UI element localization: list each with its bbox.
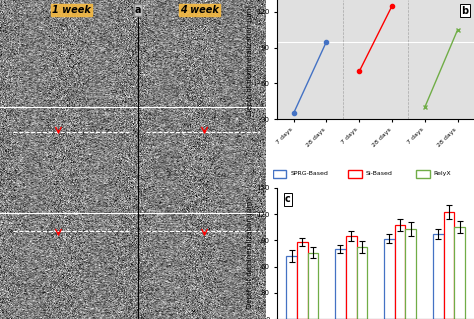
Bar: [395, 225, 405, 319]
Bar: [454, 227, 465, 319]
Bar: [297, 242, 308, 319]
Bar: [308, 253, 319, 319]
Bar: [444, 211, 454, 319]
Bar: [356, 247, 367, 319]
Text: Si-Based: Si-Based: [366, 171, 393, 176]
Bar: [405, 229, 416, 319]
Bar: [346, 236, 356, 319]
Bar: [286, 256, 297, 319]
Text: 4 week: 4 week: [180, 5, 219, 15]
Text: b: b: [461, 6, 468, 16]
Text: SPRG-Based: SPRG-Based: [291, 171, 328, 176]
FancyBboxPatch shape: [273, 170, 286, 178]
Text: RelyX: RelyX: [434, 171, 451, 176]
Bar: [335, 249, 346, 319]
Text: c: c: [285, 195, 291, 204]
Bar: [433, 234, 444, 319]
Bar: [384, 239, 395, 319]
Text: a: a: [135, 5, 141, 15]
Y-axis label: Depth of demineralization (μm): Depth of demineralization (μm): [247, 4, 254, 115]
FancyBboxPatch shape: [416, 170, 430, 178]
Y-axis label: Depth of demineralization (μm): Depth of demineralization (μm): [247, 198, 254, 308]
Text: 1 week: 1 week: [52, 5, 91, 15]
FancyBboxPatch shape: [348, 170, 362, 178]
